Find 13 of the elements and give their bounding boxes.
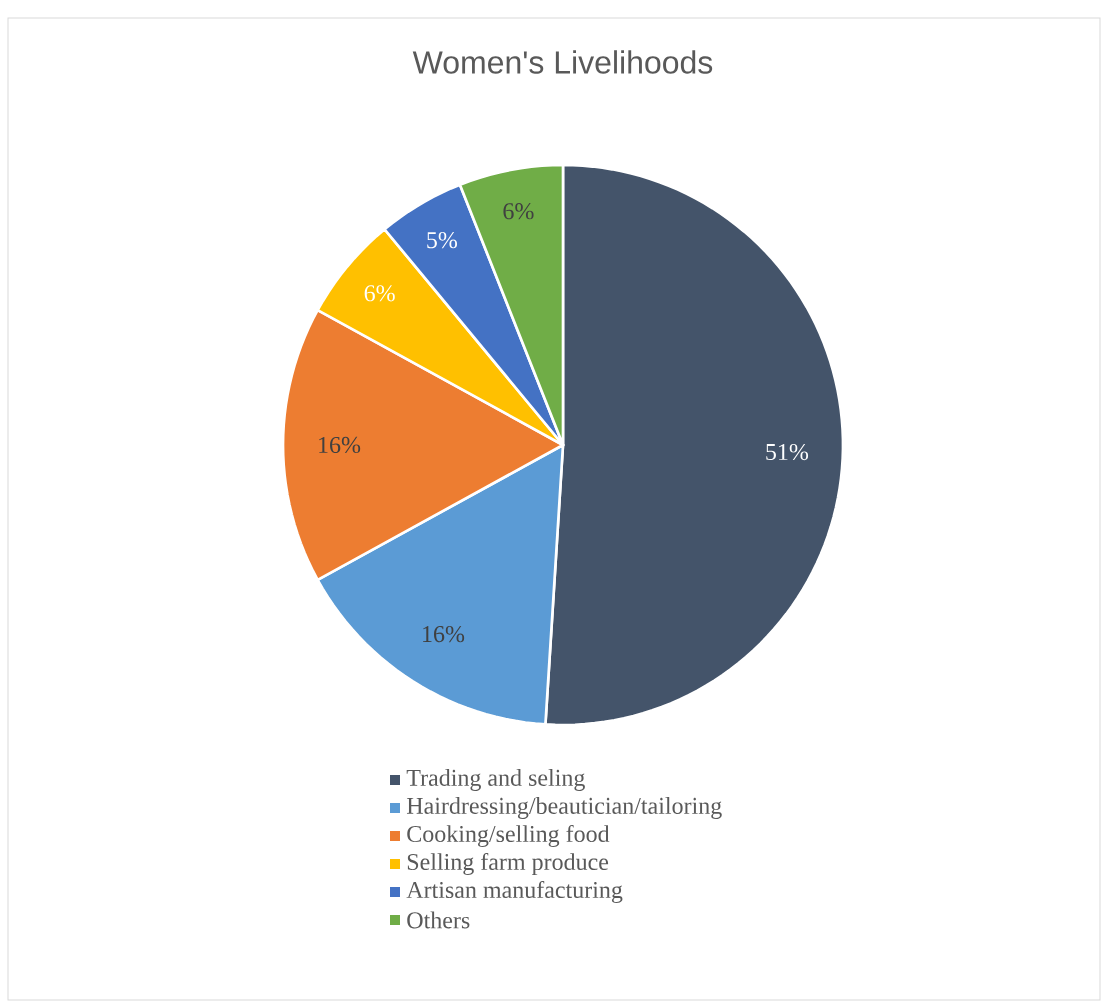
data-label: 51% <box>766 443 809 461</box>
data-label: 16% <box>319 436 361 454</box>
data-label: 5% <box>427 232 458 249</box>
legend-label: Trading and seling <box>406 769 585 791</box>
legend-label: Selling farm produce <box>407 852 609 876</box>
legend-label: Artisan manufacturing <box>406 880 623 904</box>
chart-title: Women's Livelihoods <box>412 50 713 74</box>
legend-label: Cooking/selling food <box>407 824 610 848</box>
legend-label: Others <box>407 911 470 929</box>
data-label: 16% <box>423 625 465 643</box>
legend-label: Hairdressing/beautician/tailoring <box>406 797 722 819</box>
data-label: 6% <box>503 203 534 220</box>
data-label: 6% <box>364 285 395 302</box>
